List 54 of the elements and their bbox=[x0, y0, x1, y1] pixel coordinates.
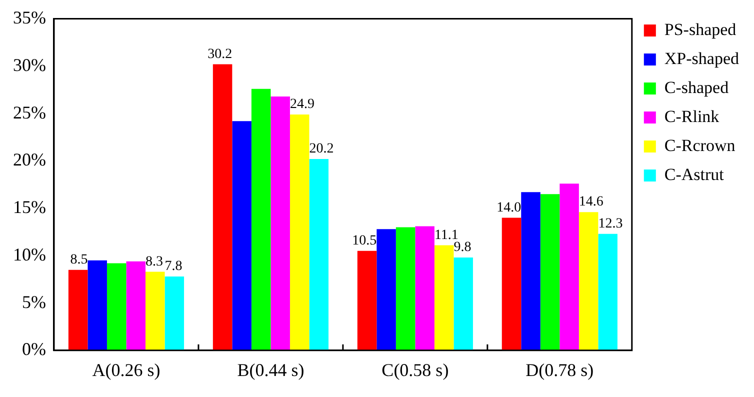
data-label: 7.8 bbox=[164, 259, 182, 274]
legend-label: C-shaped bbox=[664, 78, 730, 97]
bar bbox=[68, 270, 88, 350]
bar bbox=[270, 96, 290, 350]
bar bbox=[145, 272, 165, 350]
data-label: 11.1 bbox=[434, 228, 458, 243]
y-tick-label: 35% bbox=[12, 8, 46, 28]
bar bbox=[88, 260, 107, 350]
legend-label: C-Astrut bbox=[664, 164, 724, 184]
data-label: 30.2 bbox=[208, 46, 232, 62]
y-tick-label: 0% bbox=[22, 339, 46, 360]
legend-label: C-Rcrown bbox=[664, 136, 736, 155]
bar bbox=[598, 234, 618, 350]
y-tick-label: 15% bbox=[12, 197, 46, 218]
legend-label: C-Rlink bbox=[664, 106, 720, 126]
bar bbox=[396, 227, 416, 350]
legend-label: PS-shaped bbox=[664, 20, 737, 39]
data-label: 24.9 bbox=[290, 97, 314, 112]
y-tick-label: 5% bbox=[22, 292, 46, 312]
x-tick-label: D(0.78 s) bbox=[526, 360, 594, 380]
bar bbox=[434, 245, 454, 350]
bar bbox=[290, 114, 310, 350]
bar bbox=[502, 218, 522, 350]
bar bbox=[376, 229, 396, 350]
data-label: 9.8 bbox=[454, 240, 472, 256]
bar bbox=[164, 276, 184, 350]
bar bbox=[232, 121, 252, 350]
bar bbox=[357, 250, 377, 350]
legend-label: XP-shaped bbox=[664, 48, 740, 68]
bar bbox=[126, 261, 146, 350]
data-label: 10.5 bbox=[352, 234, 377, 249]
y-tick-label: 25% bbox=[12, 102, 46, 122]
bar bbox=[521, 192, 540, 350]
bar bbox=[415, 226, 434, 350]
data-label: 20.2 bbox=[309, 142, 334, 157]
data-label: 8.3 bbox=[145, 254, 163, 270]
bar bbox=[106, 263, 126, 350]
data-label: 8.5 bbox=[70, 252, 88, 268]
y-tick-label: 10% bbox=[12, 244, 46, 264]
bar bbox=[454, 258, 473, 350]
data-label: 14.0 bbox=[496, 200, 522, 216]
data-label: 12.3 bbox=[598, 216, 623, 232]
x-tick-label: B(0.44 s) bbox=[237, 360, 304, 380]
bar bbox=[540, 194, 560, 350]
bar bbox=[560, 184, 579, 350]
bar bbox=[578, 212, 598, 350]
y-tick-label: 20% bbox=[12, 150, 46, 170]
x-tick-label: A(0.26 s) bbox=[92, 360, 160, 380]
bar bbox=[309, 159, 328, 350]
data-label: 14.6 bbox=[578, 194, 604, 210]
y-tick-label: 30% bbox=[12, 54, 46, 75]
bar bbox=[212, 64, 232, 350]
x-tick-label: C(0.58 s) bbox=[382, 360, 449, 380]
bar bbox=[251, 88, 271, 350]
